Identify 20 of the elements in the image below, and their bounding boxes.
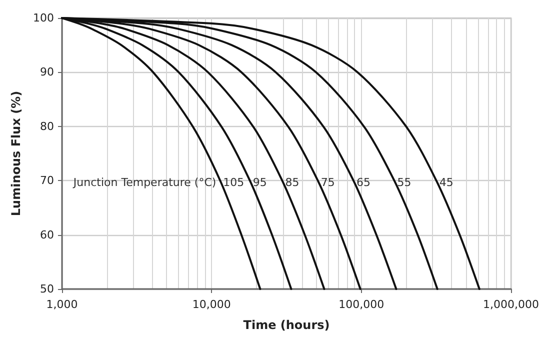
series-label: 55 xyxy=(397,176,412,190)
y-tick-label: 60 xyxy=(40,228,54,242)
x-tick-label: 100,000 xyxy=(338,298,384,311)
series-label: 75 xyxy=(320,176,335,190)
y-axis-title: Luminous Flux (%) xyxy=(9,90,24,216)
y-tick-label: 70 xyxy=(40,174,54,188)
y-tick-label: 90 xyxy=(40,66,54,79)
series-label: 95 xyxy=(252,176,267,190)
series-label: 45 xyxy=(439,176,454,190)
y-tick-label: 80 xyxy=(40,120,54,133)
series-label: 85 xyxy=(285,176,300,190)
x-axis-title: Time (hours) xyxy=(243,318,330,332)
x-tick-label: 1,000 xyxy=(46,298,78,311)
legend-title: Junction Temperature (°C) xyxy=(72,176,216,190)
series-label: 65 xyxy=(356,176,370,190)
y-tick-label: 100 xyxy=(33,12,54,24)
x-tick-label: 10,000 xyxy=(192,298,231,311)
series-label: 105 xyxy=(223,176,244,190)
x-tick-label: 1,000,000 xyxy=(483,298,539,311)
y-tick-label: 50 xyxy=(40,282,54,296)
